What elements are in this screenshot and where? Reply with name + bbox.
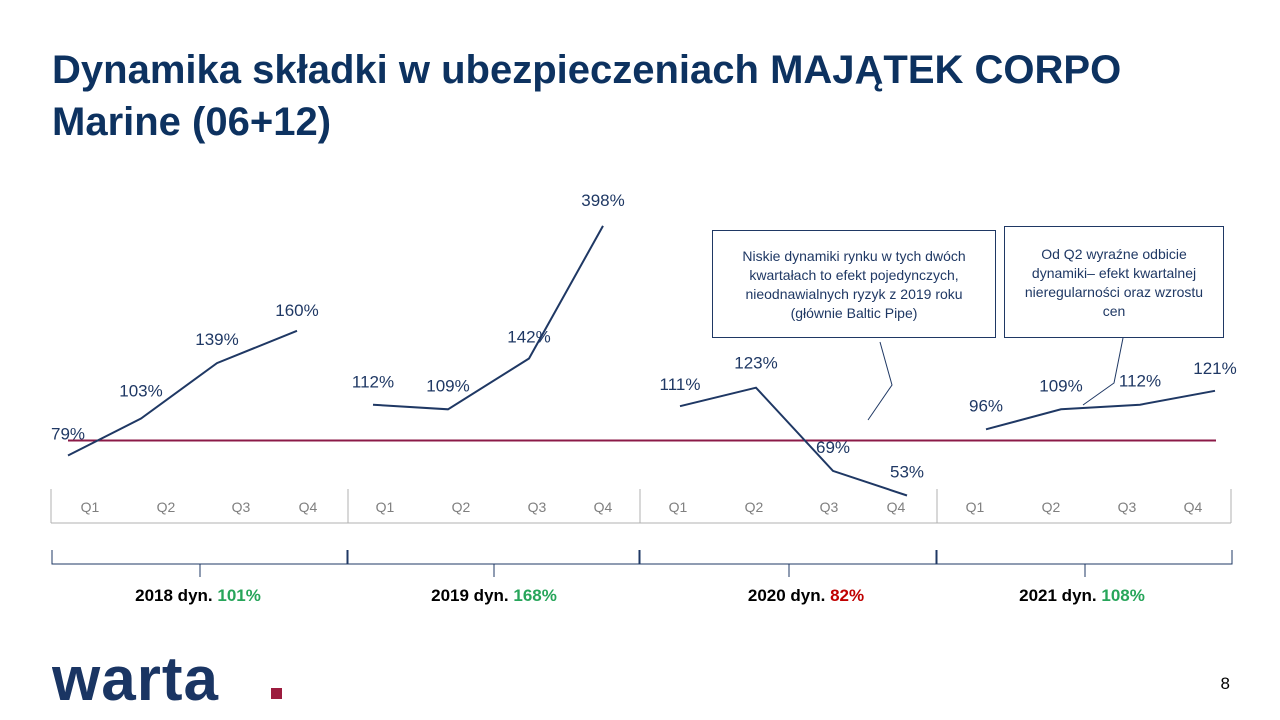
series-line-2021: [985, 389, 1216, 431]
tick-label-2019-q3: Q3: [528, 499, 547, 515]
page-number: 8: [1220, 674, 1230, 693]
data-label-2021-q3: 112%: [1119, 372, 1161, 391]
data-label-2021-q4: 121%: [1193, 359, 1236, 378]
warta-logo-image: warta: [51, 645, 282, 714]
data-label-2019-q4: 398%: [581, 191, 624, 210]
data-label-2018-q2: 103%: [119, 382, 162, 401]
year-dynamics-value: 101%: [217, 586, 261, 605]
data-label-2020-q2: 123%: [734, 354, 777, 373]
year-dynamics-value: 168%: [513, 586, 557, 605]
tick-label-2020-q1: Q1: [669, 499, 688, 515]
tick-label-2018-q1: Q1: [81, 499, 100, 515]
tick-label-2018-q3: Q3: [232, 499, 251, 515]
year-bracket-2021: [936, 550, 1233, 577]
series-line-2018: [67, 329, 298, 457]
tick-label-2019-q2: Q2: [452, 499, 471, 515]
data-label-2019-q3: 142%: [507, 328, 550, 347]
tick-label-2019-q1: Q1: [376, 499, 395, 515]
data-label-2020-q1: 111%: [660, 375, 701, 394]
tick-label-2019-q4: Q4: [594, 499, 613, 515]
series-line-2019: [372, 225, 604, 411]
data-label-2019-q1: 112%: [352, 373, 394, 392]
tick-label-2021-q3: Q3: [1118, 499, 1137, 515]
data-label-2018-q3: 139%: [195, 330, 238, 349]
year-dynamics-value: 82%: [830, 586, 865, 605]
data-label-2021-q1: 96%: [969, 396, 1003, 415]
tick-label-2021-q1: Q1: [966, 499, 985, 515]
year-label: 2018 dyn.: [135, 586, 213, 605]
tick-label-2020-q2: Q2: [745, 499, 764, 515]
callout-pointer-2021: [1082, 337, 1124, 406]
tick-label-2021-q2: Q2: [1042, 499, 1061, 515]
tick-label-2021-q4: Q4: [1184, 499, 1203, 515]
year-summary-2020: 2020 dyn. 82%: [676, 586, 936, 606]
data-label-2018-q1: 79%: [51, 425, 85, 444]
tick-label-2018-q2: Q2: [157, 499, 176, 515]
tick-label-2018-q4: Q4: [299, 499, 318, 515]
year-summary-2021: 2021 dyn. 108%: [952, 586, 1212, 606]
warta-logo: warta: [51, 645, 292, 715]
data-label-2021-q2: 109%: [1039, 376, 1082, 395]
callout-pointer-2020: [867, 341, 893, 421]
year-summary-2019: 2019 dyn. 168%: [364, 586, 624, 606]
data-label-2019-q2: 109%: [426, 376, 469, 395]
year-label: 2021 dyn.: [1019, 586, 1097, 605]
year-summary-2018: 2018 dyn. 101%: [68, 586, 328, 606]
tick-label-2020-q4: Q4: [887, 499, 906, 515]
note-box-2020: Niskie dynamiki rynku w tych dwóch kwart…: [712, 230, 996, 338]
tick-label-2020-q3: Q3: [820, 499, 839, 515]
year-dynamics-value: 108%: [1101, 586, 1145, 605]
svg-text:warta: warta: [52, 650, 219, 710]
year-bracket-2020: [639, 550, 937, 577]
year-label: 2020 dyn.: [747, 586, 826, 605]
series-line-2020: [679, 386, 908, 497]
data-label-2018-q4: 160%: [275, 301, 318, 320]
year-bracket-2019: [347, 550, 640, 577]
slide-title: Dynamika składki w ubezpieczeniach MAJĄT…: [52, 48, 1122, 144]
year-label: 2019 dyn.: [431, 586, 509, 605]
data-label-2020-q3: 69%: [816, 438, 850, 457]
data-label-2020-q4: 53%: [890, 463, 924, 482]
note-box-2021: Od Q2 wyraźne odbicie dynamiki– efekt kw…: [1004, 226, 1224, 338]
year-bracket-2018: [51, 550, 348, 577]
